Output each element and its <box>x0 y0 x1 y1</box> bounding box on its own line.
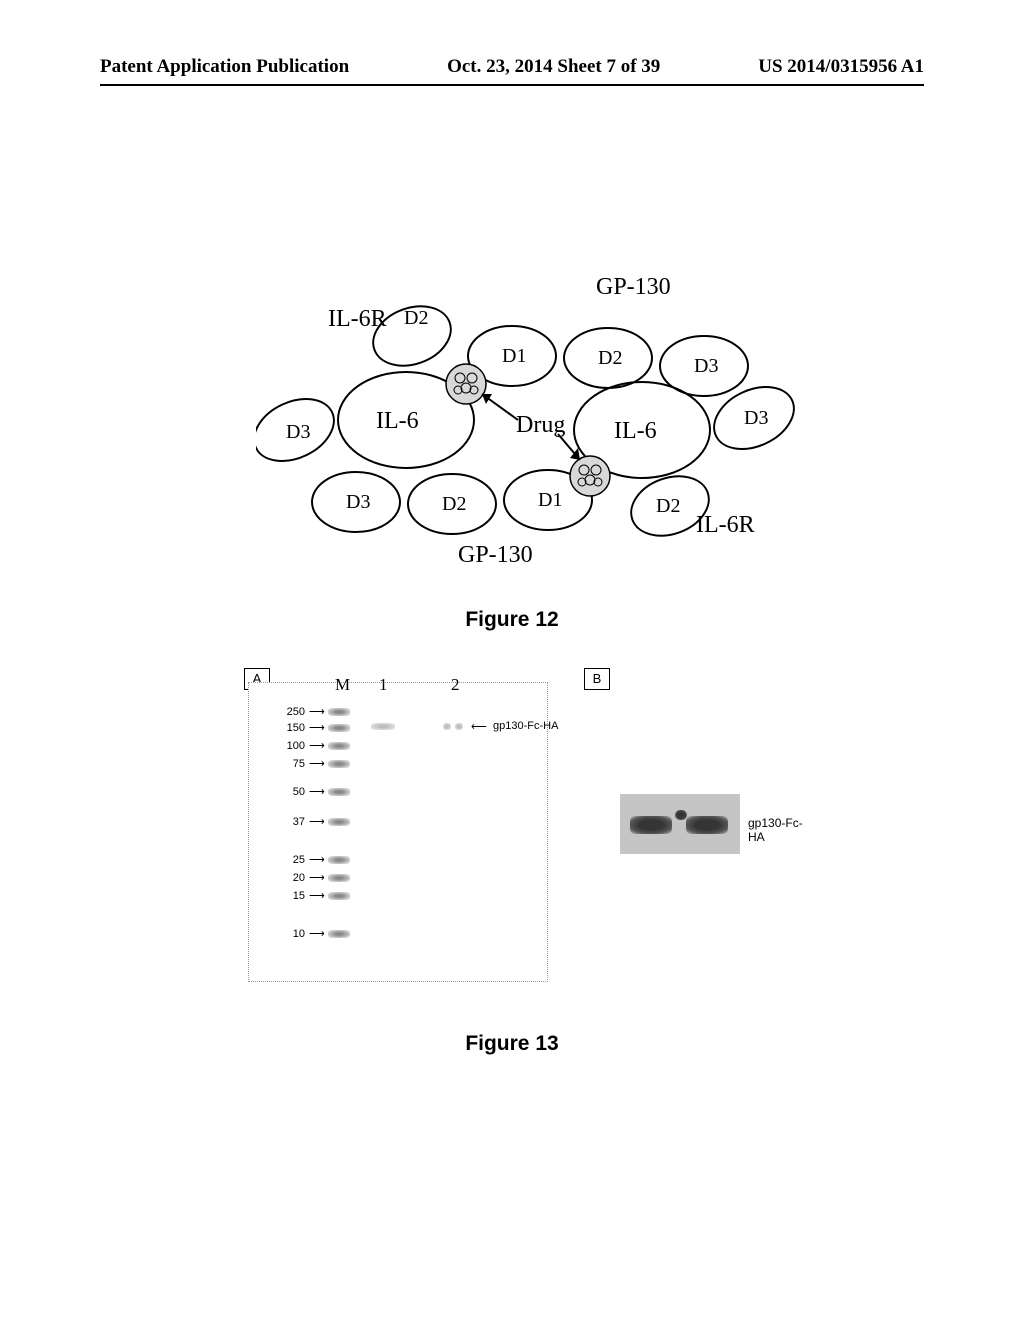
panel-b-label: B <box>584 668 610 690</box>
mw-arrow: ⟶ <box>309 721 324 734</box>
mw-arrow: ⟶ <box>309 705 324 718</box>
label-d2-ul: D2 <box>404 307 428 329</box>
mw-row-25: 25 ⟶ <box>279 853 350 866</box>
label-gp130-bot: GP-130 <box>458 542 533 568</box>
mw-arrow: ⟶ <box>309 871 324 884</box>
lane-header-2: 2 <box>451 675 460 695</box>
mw-value: 25 <box>279 854 305 866</box>
mw-arrow: ⟶ <box>309 739 324 752</box>
label-d1-bot: D1 <box>538 489 562 511</box>
mw-arrow: ⟶ <box>309 889 324 902</box>
wb-band-faint <box>675 810 687 820</box>
mw-value: 20 <box>279 872 305 884</box>
mw-arrow: ⟶ <box>309 785 324 798</box>
label-gp130-top: GP-130 <box>596 274 671 300</box>
mw-band <box>328 874 350 882</box>
panel-b <box>620 794 740 854</box>
mw-band <box>328 892 350 900</box>
mw-arrow: ⟶ <box>309 927 324 940</box>
figure-12-caption: Figure 12 <box>0 608 1024 632</box>
mw-arrow: ⟶ <box>309 853 324 866</box>
mw-value: 15 <box>279 890 305 902</box>
mw-value: 37 <box>279 816 305 828</box>
mw-band <box>328 788 350 796</box>
header-rule <box>100 84 924 86</box>
gp-label-a: gp130-Fc-HA <box>493 720 558 732</box>
header-left: Patent Application Publication <box>100 56 349 78</box>
band-lane1 <box>371 723 395 730</box>
label-il6-left: IL-6 <box>376 408 419 434</box>
mw-band <box>328 818 350 826</box>
mw-row-15: 15 ⟶ <box>279 889 350 902</box>
label-d2-top: D2 <box>598 347 622 369</box>
panel-a: M 1 2 ⟵ gp130-Fc-HA 250⟶150⟶100⟶75⟶50⟶37… <box>248 682 548 982</box>
drug-sphere-2 <box>570 456 610 496</box>
mw-row-150: 150 ⟶ <box>279 721 350 734</box>
mw-row-37: 37 ⟶ <box>279 815 350 828</box>
label-d3-bot: D3 <box>346 491 370 513</box>
label-il6-right: IL-6 <box>614 418 657 444</box>
label-d3-top: D3 <box>694 355 718 377</box>
mw-row-50: 50 ⟶ <box>279 785 350 798</box>
mw-band <box>328 760 350 768</box>
panel-b-caption: gp130-Fc-HA <box>748 816 808 844</box>
header-right: US 2014/0315956 A1 <box>758 56 924 78</box>
lane-header-m: M <box>335 675 350 695</box>
mw-row-20: 20 ⟶ <box>279 871 350 884</box>
label-il6r-right: IL-6R <box>696 512 755 538</box>
mw-band <box>328 856 350 864</box>
wb-band-1 <box>630 816 672 834</box>
wb-band-2 <box>686 816 728 834</box>
mw-row-100: 100 ⟶ <box>279 739 350 752</box>
page-header: Patent Application Publication Oct. 23, … <box>0 56 1024 78</box>
label-d3-r: D3 <box>744 407 768 429</box>
mw-band <box>328 742 350 750</box>
mw-arrow: ⟶ <box>309 757 324 770</box>
figure-13-caption: Figure 13 <box>0 1032 1024 1056</box>
mw-band <box>328 708 350 716</box>
mw-value: 250 <box>279 706 305 718</box>
mw-band <box>328 930 350 938</box>
mw-value: 100 <box>279 740 305 752</box>
band-lane2a <box>443 723 451 730</box>
mw-value: 75 <box>279 758 305 770</box>
label-d1-top: D1 <box>502 345 526 367</box>
mw-value: 10 <box>279 928 305 940</box>
mw-value: 150 <box>279 722 305 734</box>
drug-sphere-1 <box>446 364 486 404</box>
mw-arrow: ⟶ <box>309 815 324 828</box>
band-lane2b <box>455 723 463 730</box>
mw-row-10: 10 ⟶ <box>279 927 350 940</box>
mw-value: 50 <box>279 786 305 798</box>
mw-row-75: 75 ⟶ <box>279 757 350 770</box>
figure-12-svg: GP-130 IL-6R D2 D3 D1 D2 D3 D3 D2 IL-6R … <box>256 270 796 590</box>
header-center: Oct. 23, 2014 Sheet 7 of 39 <box>447 56 660 78</box>
mw-row-250: 250 ⟶ <box>279 705 350 718</box>
mw-band <box>328 724 350 732</box>
figure-13: A B M 1 2 ⟵ gp130-Fc-HA 250⟶150⟶100⟶75⟶5… <box>248 670 808 1010</box>
label-d2-r: D2 <box>656 495 680 517</box>
figure-12: GP-130 IL-6R D2 D3 D1 D2 D3 D3 D2 IL-6R … <box>256 270 796 590</box>
lane-header-1: 1 <box>379 675 388 695</box>
label-d2-bot: D2 <box>442 493 466 515</box>
gp-arrow: ⟵ <box>471 720 486 733</box>
label-d3-ul: D3 <box>286 421 310 443</box>
